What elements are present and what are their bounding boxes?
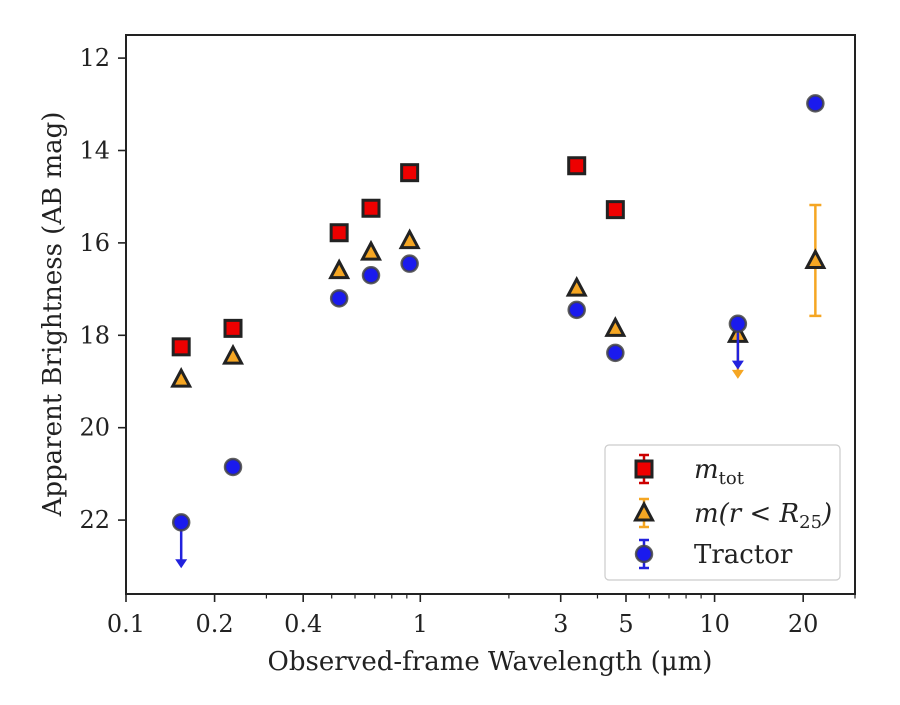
upper-limit-arrow bbox=[175, 559, 188, 569]
data-point bbox=[398, 228, 421, 250]
upper-limit-arrow bbox=[731, 360, 744, 370]
data-point bbox=[606, 343, 625, 363]
plot-frame bbox=[125, 34, 856, 595]
data-point bbox=[361, 265, 381, 285]
plot-layer bbox=[170, 94, 827, 569]
x-tick-label: 20 bbox=[788, 610, 819, 638]
upper-limit-arrow bbox=[731, 369, 744, 379]
series-m_tot bbox=[171, 156, 625, 357]
data-point bbox=[604, 316, 627, 337]
legend-marker bbox=[634, 459, 654, 479]
x-axis-label: Observed-frame Wavelength (μm) bbox=[268, 647, 713, 677]
data-point bbox=[171, 337, 191, 357]
y-axis-label: Apparent Brightness (AB mag) bbox=[38, 112, 68, 518]
y-tick-label: 18 bbox=[79, 321, 110, 349]
data-point bbox=[400, 254, 419, 273]
x-tick-label: 1 bbox=[413, 610, 428, 638]
legend-label: m(r < R25) bbox=[694, 499, 832, 533]
x-tick-label: 5 bbox=[618, 610, 633, 638]
data-point bbox=[567, 156, 587, 176]
x-tick-label: 10 bbox=[699, 610, 730, 638]
data-point bbox=[567, 300, 586, 320]
data-point bbox=[222, 343, 245, 365]
data-point bbox=[728, 314, 748, 333]
data-point bbox=[360, 239, 382, 261]
x-tick-label: 0.1 bbox=[107, 610, 145, 638]
data-point bbox=[223, 457, 243, 477]
data-point bbox=[361, 198, 381, 218]
y-tick-label: 12 bbox=[79, 44, 110, 72]
data-point bbox=[804, 248, 827, 269]
data-point bbox=[171, 513, 191, 532]
series-tractor bbox=[171, 94, 825, 569]
data-point bbox=[329, 223, 349, 243]
data-point bbox=[328, 258, 351, 280]
data-point bbox=[400, 163, 420, 183]
data-point bbox=[806, 94, 825, 113]
x-tick-label: 3 bbox=[553, 610, 568, 638]
data-point bbox=[223, 318, 243, 338]
x-tick-label: 0.2 bbox=[196, 610, 234, 638]
legend-marker bbox=[633, 500, 655, 522]
data-point bbox=[605, 200, 625, 220]
legend-marker bbox=[634, 544, 654, 564]
data-point bbox=[170, 366, 193, 388]
y-tick-label: 14 bbox=[79, 136, 110, 164]
axis-ticks: 0.1 0.2 0.4 1 3 5 10 20 12 14 16 18 20 22 bbox=[79, 44, 856, 638]
y-tick-label: 22 bbox=[79, 506, 110, 534]
legend-label: mtot bbox=[694, 455, 745, 489]
x-tick-label: 0.4 bbox=[284, 610, 322, 638]
legend: mtot m(r < R25) Tractor bbox=[604, 444, 841, 581]
y-tick-label: 16 bbox=[79, 229, 110, 257]
legend-frame bbox=[604, 444, 841, 581]
y-tick-label: 20 bbox=[79, 414, 110, 442]
data-point bbox=[329, 289, 349, 308]
legend-label: Tractor bbox=[694, 540, 793, 570]
series-m_r_lt_R25 bbox=[170, 203, 827, 388]
data-point bbox=[565, 275, 588, 297]
